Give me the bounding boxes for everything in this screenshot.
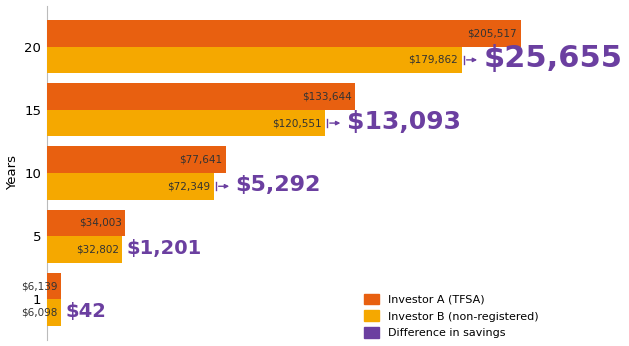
Text: $32,802: $32,802 [76,245,119,254]
Bar [47,83,355,110]
Text: $205,517: $205,517 [467,28,517,38]
Text: $6,139: $6,139 [21,281,57,291]
Text: $42: $42 [65,302,106,321]
Bar [47,110,325,136]
Bar [47,173,213,200]
Text: $133,644: $133,644 [302,92,352,101]
Y-axis label: Years: Years [6,155,19,191]
Text: $34,003: $34,003 [79,218,121,228]
Bar [47,299,61,326]
Text: $6,098: $6,098 [21,308,57,318]
Text: $179,862: $179,862 [408,55,458,65]
Text: $1,201: $1,201 [127,239,202,258]
Bar [47,20,521,47]
Bar [47,236,122,263]
Bar [47,47,462,73]
Text: $13,093: $13,093 [347,110,460,134]
Text: $77,641: $77,641 [179,155,222,165]
Legend: Investor A (TFSA), Investor B (non-registered), Difference in savings: Investor A (TFSA), Investor B (non-regis… [360,291,542,342]
Bar [47,146,226,173]
Bar [47,273,61,299]
Text: $5,292: $5,292 [235,175,321,195]
Bar [47,210,125,236]
Text: $72,349: $72,349 [167,181,210,191]
Text: $25,655: $25,655 [484,44,623,73]
Text: $120,551: $120,551 [272,118,321,128]
